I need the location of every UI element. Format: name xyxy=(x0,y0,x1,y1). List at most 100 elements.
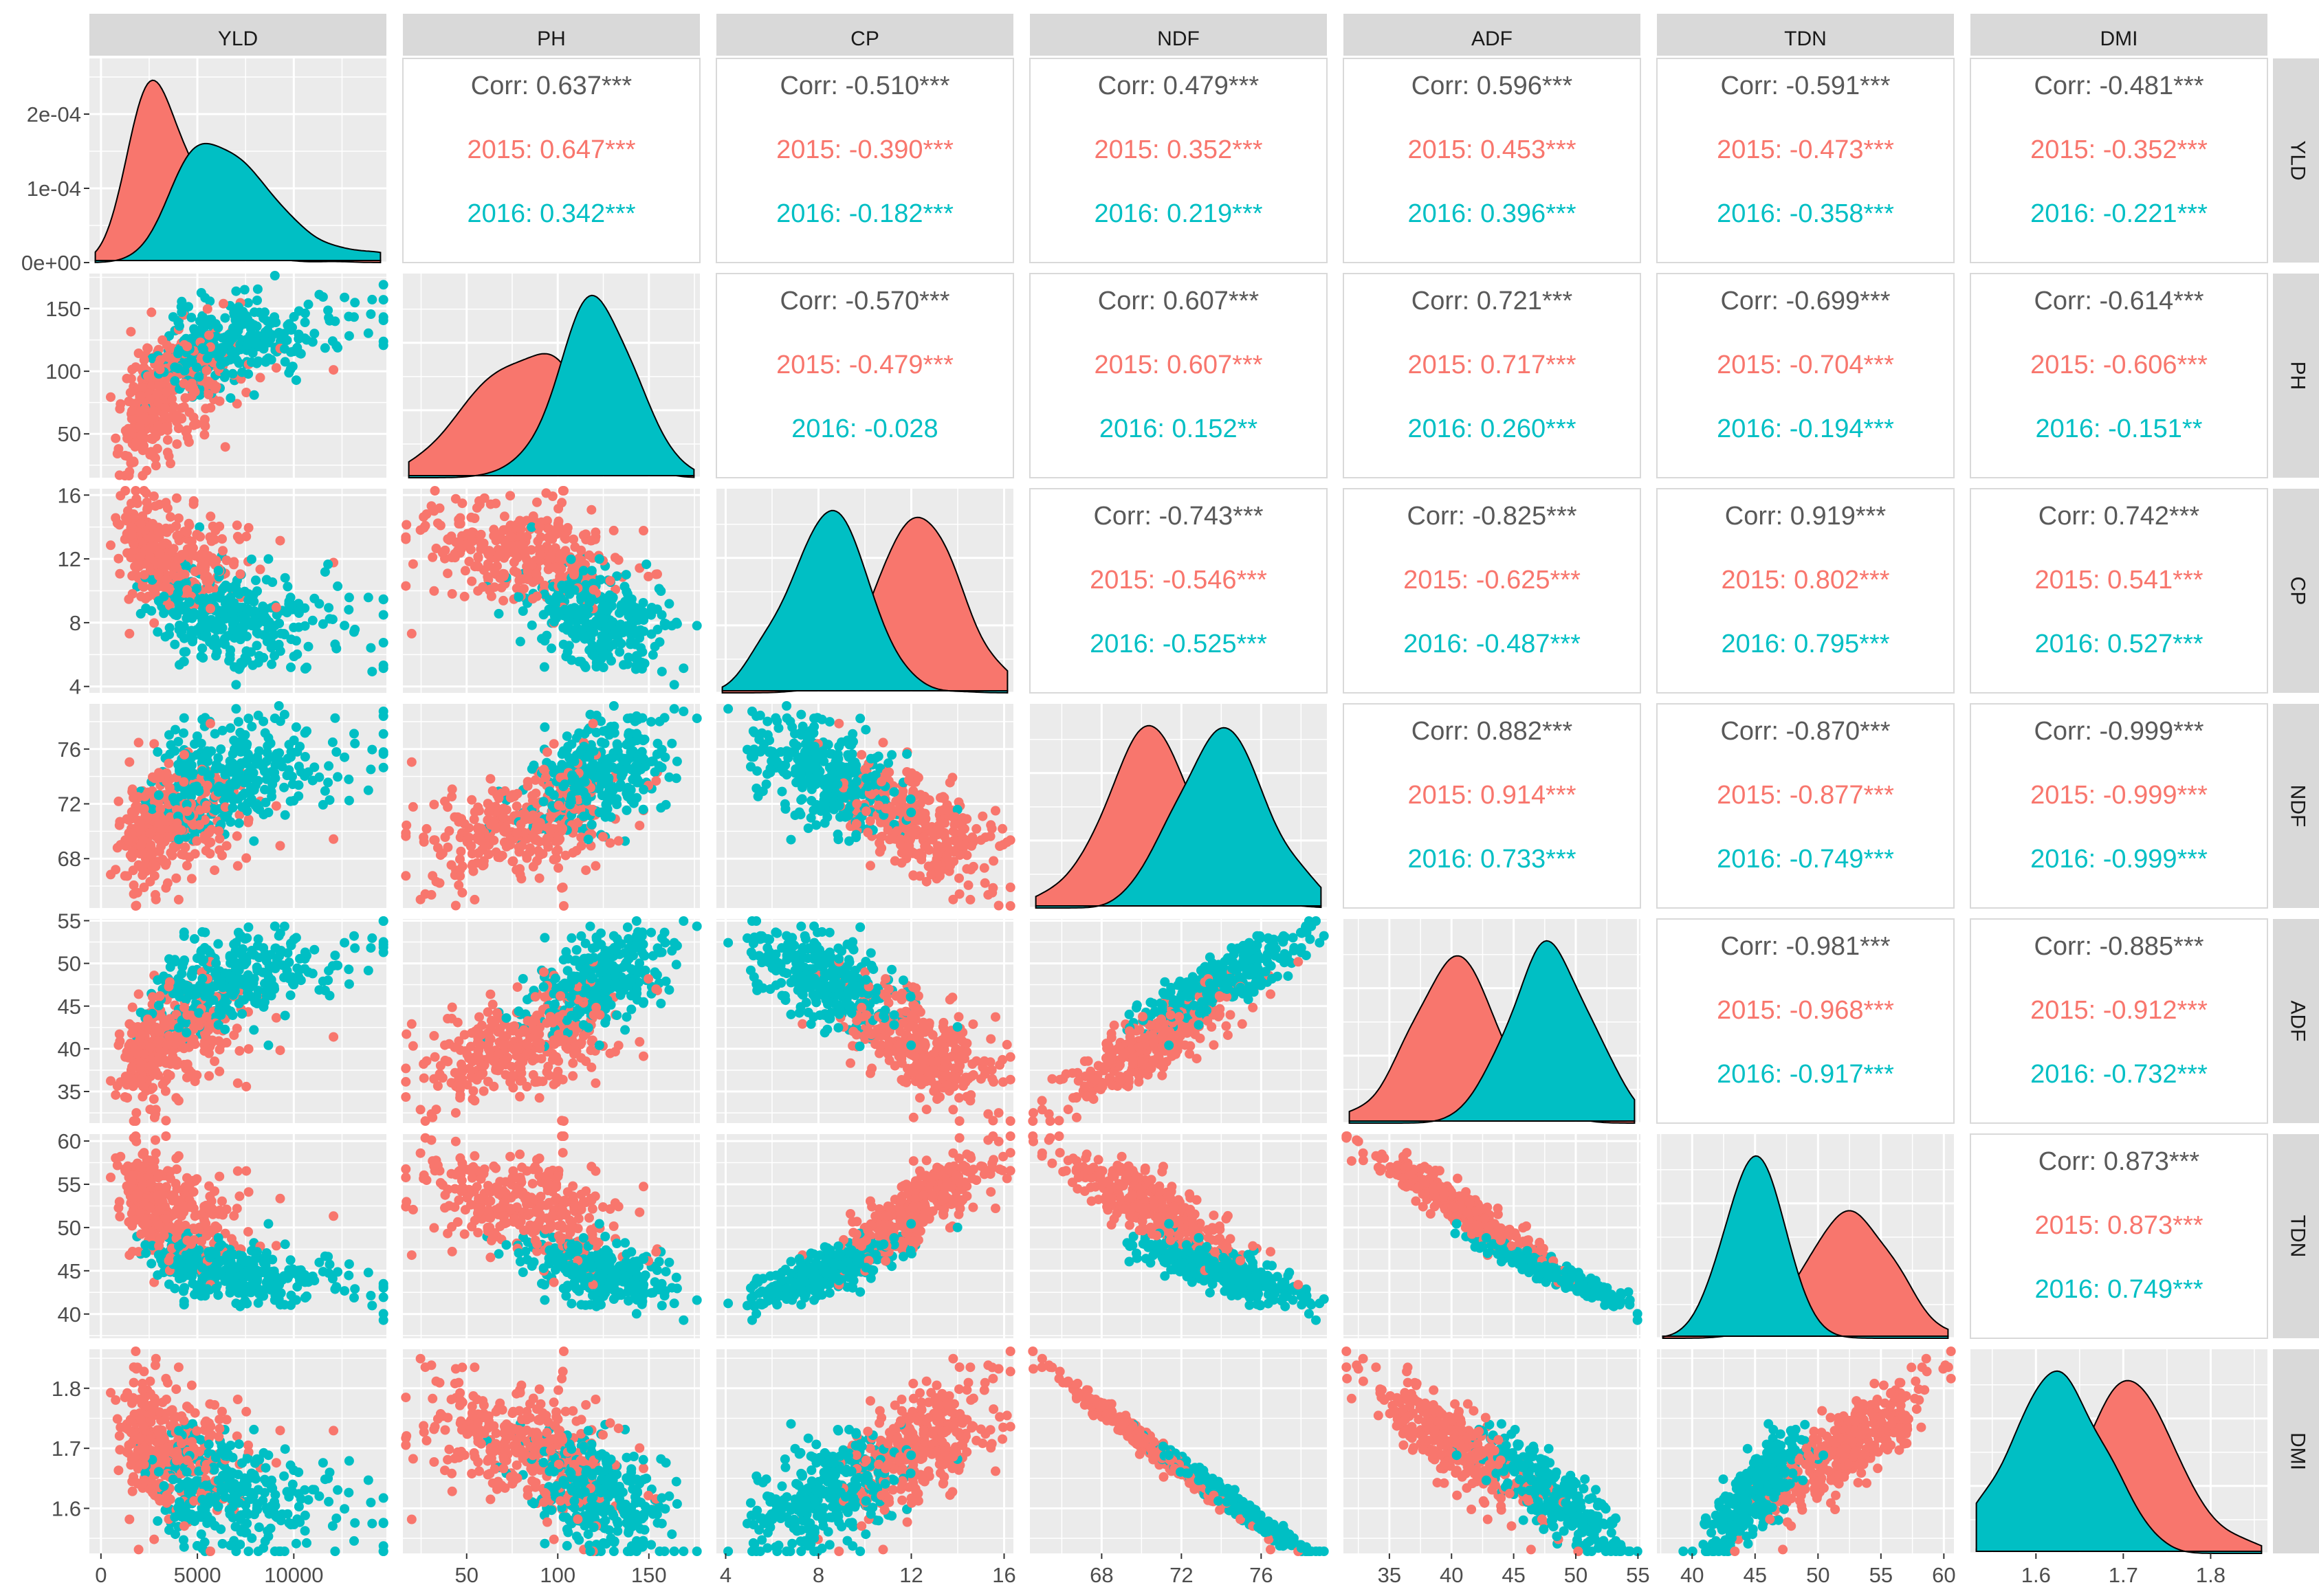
point-2015 xyxy=(164,982,174,992)
point-2016 xyxy=(632,651,641,661)
point-2016 xyxy=(318,292,328,302)
point-2015 xyxy=(123,506,133,516)
point-2016 xyxy=(227,792,237,801)
point-2016 xyxy=(318,619,328,629)
point-2015 xyxy=(406,628,417,639)
corr-panel-yld-dmi xyxy=(1970,58,2268,263)
point-2015 xyxy=(440,832,450,842)
point-2015 xyxy=(164,451,174,461)
point-2015 xyxy=(139,355,149,365)
point-2015 xyxy=(167,546,177,557)
point-2016 xyxy=(538,610,549,620)
point-2016 xyxy=(843,810,853,821)
point-2015 xyxy=(450,494,461,504)
point-2015 xyxy=(431,543,441,553)
point-2015 xyxy=(963,880,974,890)
point-2015 xyxy=(162,435,173,445)
point-2015 xyxy=(187,1038,197,1048)
point-2016 xyxy=(600,738,610,749)
point-2015 xyxy=(182,1072,192,1083)
point-2015 xyxy=(512,553,522,563)
point-2016 xyxy=(237,367,248,377)
point-2016 xyxy=(809,722,820,732)
point-2015 xyxy=(133,989,144,999)
point-2015 xyxy=(149,491,159,501)
point-2015 xyxy=(534,521,545,531)
point-2015 xyxy=(182,1059,193,1069)
point-2015 xyxy=(201,803,211,814)
point-2016 xyxy=(796,709,806,720)
point-2015 xyxy=(124,628,135,639)
point-2016 xyxy=(367,933,377,943)
point-2015 xyxy=(106,540,116,551)
point-2015 xyxy=(505,491,516,501)
point-2016 xyxy=(226,645,236,655)
point-2016 xyxy=(263,337,274,348)
point-2015 xyxy=(173,894,184,905)
point-2016 xyxy=(327,737,338,747)
point-2015 xyxy=(232,399,242,409)
point-2016 xyxy=(197,973,208,984)
point-2015 xyxy=(131,494,142,504)
point-2016 xyxy=(280,810,290,820)
corr-2016-text: 2016: -0.358*** xyxy=(1717,199,1894,228)
point-2016 xyxy=(833,834,844,845)
point-2015 xyxy=(241,1081,252,1091)
point-2016 xyxy=(226,592,236,602)
point-2015 xyxy=(200,421,210,432)
point-2016 xyxy=(202,353,212,364)
point-2016 xyxy=(558,639,569,650)
point-2015 xyxy=(528,861,538,872)
point-2016 xyxy=(835,768,846,779)
corr-2016-text: 2016: -0.151** xyxy=(2036,414,2203,443)
point-2015 xyxy=(146,414,156,424)
point-2015 xyxy=(135,841,146,851)
point-2016 xyxy=(153,1000,164,1010)
point-2016 xyxy=(279,709,289,720)
point-2016 xyxy=(820,818,830,828)
point-2015 xyxy=(428,552,438,562)
point-2015 xyxy=(195,1021,204,1031)
point-2016 xyxy=(580,729,590,739)
point-2016 xyxy=(549,617,559,627)
point-2015 xyxy=(131,362,141,373)
point-2016 xyxy=(569,773,580,784)
point-2016 xyxy=(378,340,388,351)
point-2015 xyxy=(120,425,131,436)
point-2015 xyxy=(204,828,214,838)
point-2016 xyxy=(539,662,549,672)
point-2015 xyxy=(255,564,265,575)
point-2015 xyxy=(443,568,453,579)
point-2015 xyxy=(149,1094,159,1105)
point-2015 xyxy=(206,603,215,614)
point-2015 xyxy=(586,535,596,546)
point-2015 xyxy=(162,553,172,564)
point-2015 xyxy=(557,498,567,508)
point-2016 xyxy=(159,591,169,601)
point-2015 xyxy=(485,774,496,784)
point-2016 xyxy=(170,746,180,756)
point-2015 xyxy=(146,533,156,543)
point-2016 xyxy=(889,787,899,797)
point-2016 xyxy=(270,984,280,994)
point-2015 xyxy=(204,1071,215,1081)
point-2015 xyxy=(560,533,570,543)
point-2015 xyxy=(462,834,472,845)
point-2016 xyxy=(800,747,810,757)
point-2016 xyxy=(323,305,333,315)
point-2015 xyxy=(613,836,624,846)
corr-overall-text: Corr: 0.742*** xyxy=(2038,502,2200,531)
corr-overall-text: Corr: 0.721*** xyxy=(1411,287,1573,315)
point-2016 xyxy=(246,992,256,1002)
point-2015 xyxy=(135,1033,145,1043)
point-2015 xyxy=(166,832,175,843)
corr-2015-text: 2015: 0.914*** xyxy=(1407,781,1576,810)
strip-top-cp xyxy=(716,14,1013,56)
point-2016 xyxy=(309,944,320,955)
point-2016 xyxy=(906,808,916,817)
strip-right-tdn xyxy=(2273,1134,2319,1338)
point-2016 xyxy=(832,756,842,766)
point-2016 xyxy=(851,830,861,840)
point-2016 xyxy=(327,336,338,346)
point-2015 xyxy=(151,432,161,442)
